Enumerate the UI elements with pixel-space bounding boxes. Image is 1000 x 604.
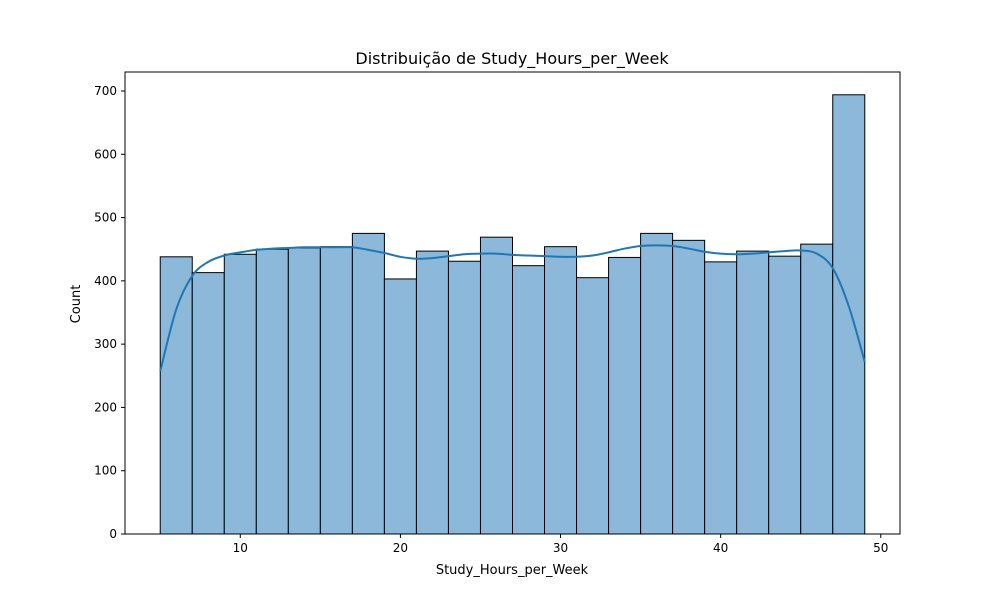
x-tick-label: 30 xyxy=(553,541,568,555)
histogram-bar xyxy=(512,265,546,535)
histogram-bar xyxy=(832,94,866,535)
histogram-bar xyxy=(672,239,706,535)
y-tick-label: 100 xyxy=(94,464,117,478)
histogram-bar xyxy=(319,246,353,535)
x-tick-label: 10 xyxy=(233,541,248,555)
histogram-bar xyxy=(704,261,738,535)
histogram-bar xyxy=(479,236,514,535)
histogram-bar xyxy=(191,272,225,535)
x-tick-label: 20 xyxy=(393,541,408,555)
y-tick-label: 600 xyxy=(94,147,117,161)
x-tick-label: 40 xyxy=(713,541,728,555)
histogram-bar xyxy=(255,248,289,535)
bars-layer xyxy=(159,94,866,535)
y-tick-label: 500 xyxy=(94,211,117,225)
y-tick-label: 300 xyxy=(94,337,117,351)
y-tick-label: 400 xyxy=(94,274,117,288)
histogram-bar xyxy=(383,278,417,535)
histogram-bar xyxy=(223,253,257,535)
histogram-bar xyxy=(351,232,385,535)
histogram-bar xyxy=(768,255,802,535)
x-tick-label: 50 xyxy=(873,541,888,555)
x-axis-label: Study_Hours_per_Week xyxy=(436,563,589,578)
y-tick-label: 700 xyxy=(94,84,117,98)
histogram-bar xyxy=(287,247,321,535)
histogram-bar xyxy=(544,246,578,535)
kde-line xyxy=(159,244,866,372)
histogram-bar xyxy=(608,256,642,535)
histogram-bar xyxy=(800,243,834,535)
histogram-bar xyxy=(447,260,481,535)
histogram-bar xyxy=(736,250,770,535)
plot-frame xyxy=(124,71,901,535)
histogram-bar xyxy=(159,256,193,535)
histogram-bar xyxy=(640,232,674,535)
y-tick-label: 0 xyxy=(109,527,117,541)
y-axis-label: Count xyxy=(69,285,84,324)
kde-layer xyxy=(159,244,866,372)
y-tick-label: 200 xyxy=(94,400,117,414)
chart-title: Distribuição de Study_Hours_per_Week xyxy=(355,49,669,69)
histogram-bar xyxy=(576,277,610,535)
histogram-bar xyxy=(415,250,449,535)
